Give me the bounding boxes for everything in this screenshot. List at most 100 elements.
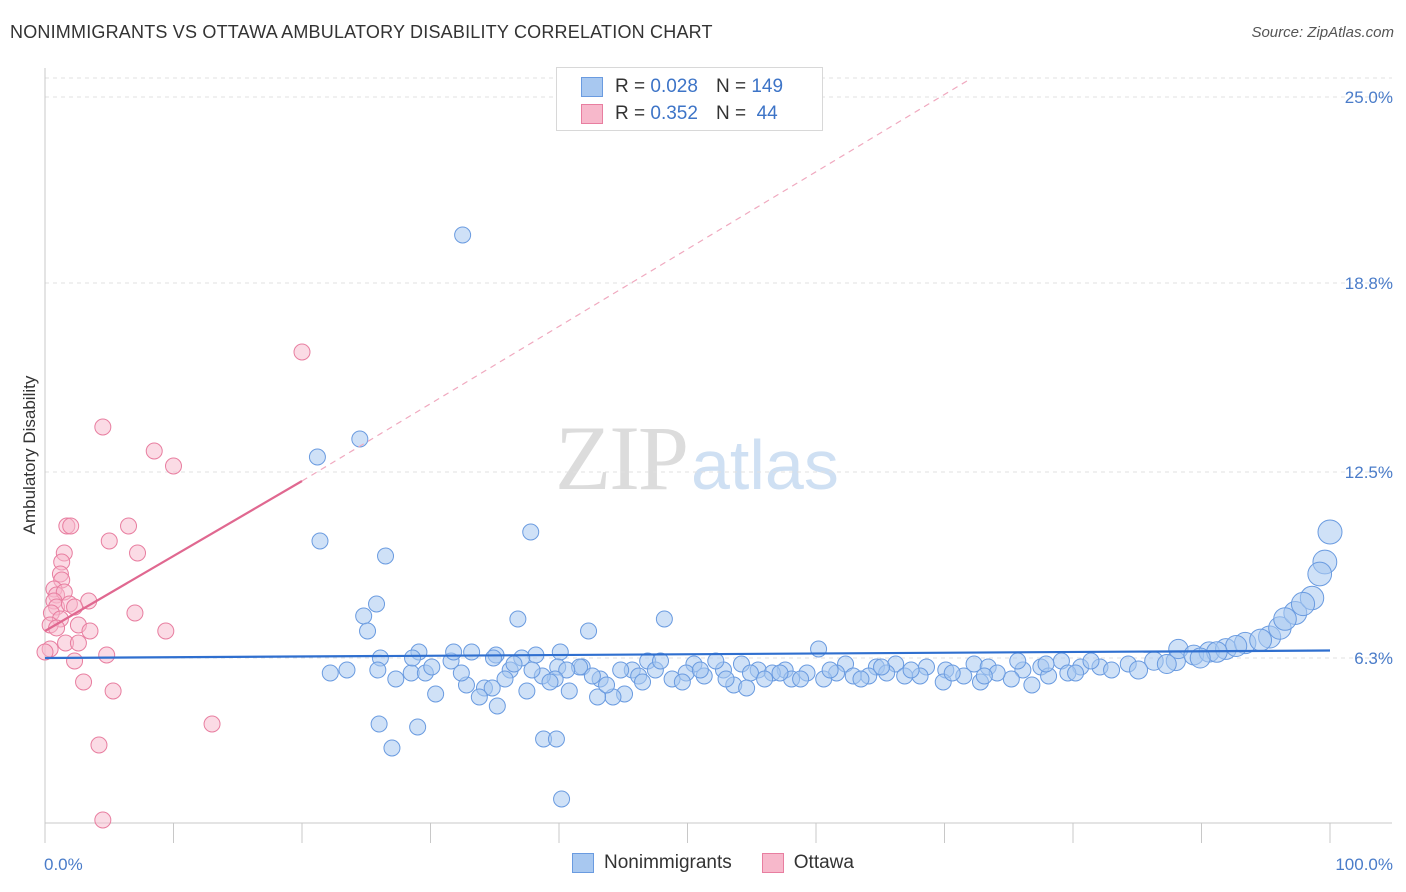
point-nonimmigrants	[756, 670, 774, 688]
point-ottawa	[94, 418, 112, 436]
point-ottawa	[120, 517, 138, 535]
legend-r-label: R =	[615, 103, 646, 124]
point-nonimmigrants	[655, 610, 673, 628]
legend-swatch-ottawa	[761, 853, 784, 873]
legend-label-ottawa: Ottawa	[793, 852, 854, 873]
point-nonimmigrants	[792, 670, 810, 688]
y-axis-label: Ambulatory Disability	[20, 375, 39, 534]
point-ottawa	[203, 715, 221, 733]
point-nonimmigrants	[580, 622, 598, 640]
point-ottawa	[104, 682, 122, 700]
point-ottawa	[62, 517, 80, 535]
point-nonimmigrants	[902, 661, 920, 679]
point-nonimmigrants	[1002, 670, 1020, 688]
point-nonimmigrants	[1023, 676, 1041, 694]
point-nonimmigrants	[771, 664, 789, 682]
point-nonimmigrants	[523, 661, 541, 679]
point-nonimmigrants	[547, 730, 565, 748]
watermark-atlas: atlas	[691, 426, 839, 504]
point-nonimmigrants	[445, 643, 463, 661]
point-nonimmigrants	[1307, 561, 1333, 587]
legend-stats: R = 0.028 N = 149 R = 0.352 N = 44	[556, 67, 823, 131]
point-nonimmigrants	[427, 685, 445, 703]
point-nonimmigrants	[496, 670, 514, 688]
point-nonimmigrants	[1082, 652, 1100, 670]
point-nonimmigrants	[541, 673, 559, 691]
point-nonimmigrants	[598, 676, 616, 694]
point-nonimmigrants	[321, 664, 339, 682]
point-nonimmigrants	[452, 664, 470, 682]
watermark: ZIPatlas	[555, 405, 839, 511]
point-ottawa	[145, 442, 163, 460]
point-nonimmigrants	[404, 649, 422, 667]
legend-r-value-nonimmigrants: 0.028	[650, 76, 698, 97]
point-ottawa	[66, 652, 84, 670]
point-nonimmigrants	[852, 670, 870, 688]
point-nonimmigrants	[558, 661, 576, 679]
point-ottawa	[165, 457, 182, 475]
point-nonimmigrants	[308, 448, 326, 466]
legend-label-nonimmigrants: Nonimmigrants	[604, 852, 732, 873]
legend-n-value-nonimmigrants: 149	[751, 76, 784, 97]
point-nonimmigrants	[1037, 655, 1055, 673]
legend-row-nonimmigrants: R = 0.028 N = 149	[581, 75, 783, 99]
point-ottawa	[100, 532, 118, 550]
legend-n-label: N =	[715, 76, 747, 97]
chart-source: Source: ZipAtlas.com	[1251, 24, 1394, 41]
point-nonimmigrants	[518, 682, 536, 700]
point-nonimmigrants	[463, 643, 481, 661]
chart-title: NONIMMIGRANTS VS OTTAWA AMBULATORY DISAB…	[10, 22, 713, 42]
point-nonimmigrants	[311, 532, 329, 550]
point-nonimmigrants	[1129, 660, 1149, 680]
legend-r-value-ottawa: 0.352	[650, 103, 698, 124]
trendline-nonimmigrants	[44, 649, 1331, 660]
point-nonimmigrants	[717, 670, 735, 688]
legend-n-value-ottawa: 44	[756, 103, 778, 124]
point-nonimmigrants	[652, 652, 670, 670]
point-ottawa	[126, 604, 144, 622]
point-nonimmigrants	[488, 697, 506, 715]
point-nonimmigrants	[634, 673, 652, 691]
point-nonimmigrants	[402, 664, 420, 682]
trendline-ottawa	[44, 480, 303, 632]
point-nonimmigrants	[553, 790, 571, 808]
point-nonimmigrants	[484, 649, 502, 667]
point-nonimmigrants	[741, 664, 759, 682]
legend-swatch-ottawa	[581, 104, 603, 124]
point-ottawa	[36, 643, 54, 661]
point-nonimmigrants	[583, 667, 601, 685]
point-nonimmigrants	[1103, 661, 1121, 679]
point-nonimmigrants	[691, 661, 709, 679]
point-nonimmigrants	[509, 610, 527, 628]
point-nonimmigrants	[370, 715, 388, 733]
point-nonimmigrants	[1273, 607, 1297, 631]
y-tick-label: 6.3%	[1354, 649, 1393, 668]
point-nonimmigrants	[1009, 652, 1027, 670]
point-nonimmigrants	[368, 595, 386, 613]
x-tick-label: 0.0%	[44, 855, 83, 874]
y-tick-label: 12.5%	[1345, 463, 1393, 482]
legend-n-label: N =	[715, 103, 747, 124]
point-nonimmigrants	[483, 679, 501, 697]
point-nonimmigrants	[377, 547, 395, 565]
point-nonimmigrants	[1249, 628, 1273, 652]
point-ottawa	[69, 634, 87, 652]
point-nonimmigrants	[470, 688, 488, 706]
point-nonimmigrants	[522, 523, 540, 541]
legend-bottom: Nonimmigrants Ottawa	[572, 852, 884, 874]
point-nonimmigrants	[1317, 519, 1343, 545]
point-nonimmigrants	[355, 607, 373, 625]
watermark-zip: ZIP	[555, 407, 689, 509]
legend-r-label: R =	[615, 76, 646, 97]
point-nonimmigrants	[707, 652, 725, 670]
trendline-ottawa-extension	[301, 78, 971, 482]
point-nonimmigrants	[1067, 664, 1085, 682]
point-nonimmigrants	[1156, 654, 1177, 674]
point-ottawa	[94, 811, 112, 829]
legend-item-nonimmigrants: Nonimmigrants	[572, 852, 732, 874]
x-tick-label: 100.0%	[1335, 855, 1393, 874]
legend-swatch-nonimmigrants	[572, 853, 594, 873]
y-tick-label: 25.0%	[1345, 88, 1393, 107]
legend-item-ottawa: Ottawa	[761, 852, 854, 874]
